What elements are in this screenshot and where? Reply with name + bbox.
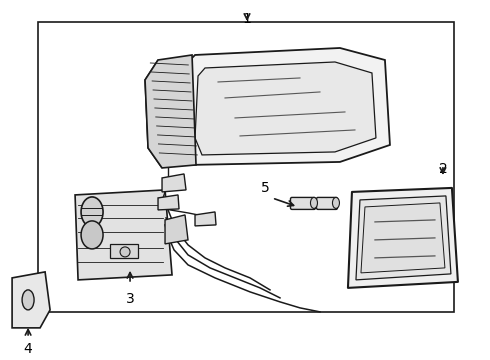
- Polygon shape: [178, 48, 390, 165]
- Polygon shape: [145, 60, 175, 168]
- Polygon shape: [361, 203, 445, 273]
- Polygon shape: [195, 62, 376, 155]
- Polygon shape: [162, 174, 186, 192]
- Polygon shape: [158, 195, 179, 210]
- Bar: [38, 22, 454, 312]
- Text: 2: 2: [439, 162, 447, 176]
- Polygon shape: [75, 190, 172, 280]
- Text: 5: 5: [261, 181, 270, 195]
- Polygon shape: [12, 272, 50, 328]
- Ellipse shape: [81, 197, 103, 227]
- Polygon shape: [356, 196, 451, 280]
- Polygon shape: [195, 212, 216, 226]
- Ellipse shape: [22, 290, 34, 310]
- Polygon shape: [165, 215, 188, 244]
- Text: 1: 1: [243, 12, 251, 26]
- Ellipse shape: [333, 197, 340, 208]
- Polygon shape: [348, 188, 458, 288]
- FancyBboxPatch shape: [291, 197, 316, 210]
- Circle shape: [120, 247, 130, 257]
- Ellipse shape: [311, 197, 318, 208]
- Text: 3: 3: [125, 292, 134, 306]
- Text: 4: 4: [24, 342, 32, 356]
- Ellipse shape: [81, 221, 103, 249]
- Bar: [110, 244, 138, 258]
- Polygon shape: [145, 55, 196, 168]
- FancyBboxPatch shape: [317, 197, 338, 210]
